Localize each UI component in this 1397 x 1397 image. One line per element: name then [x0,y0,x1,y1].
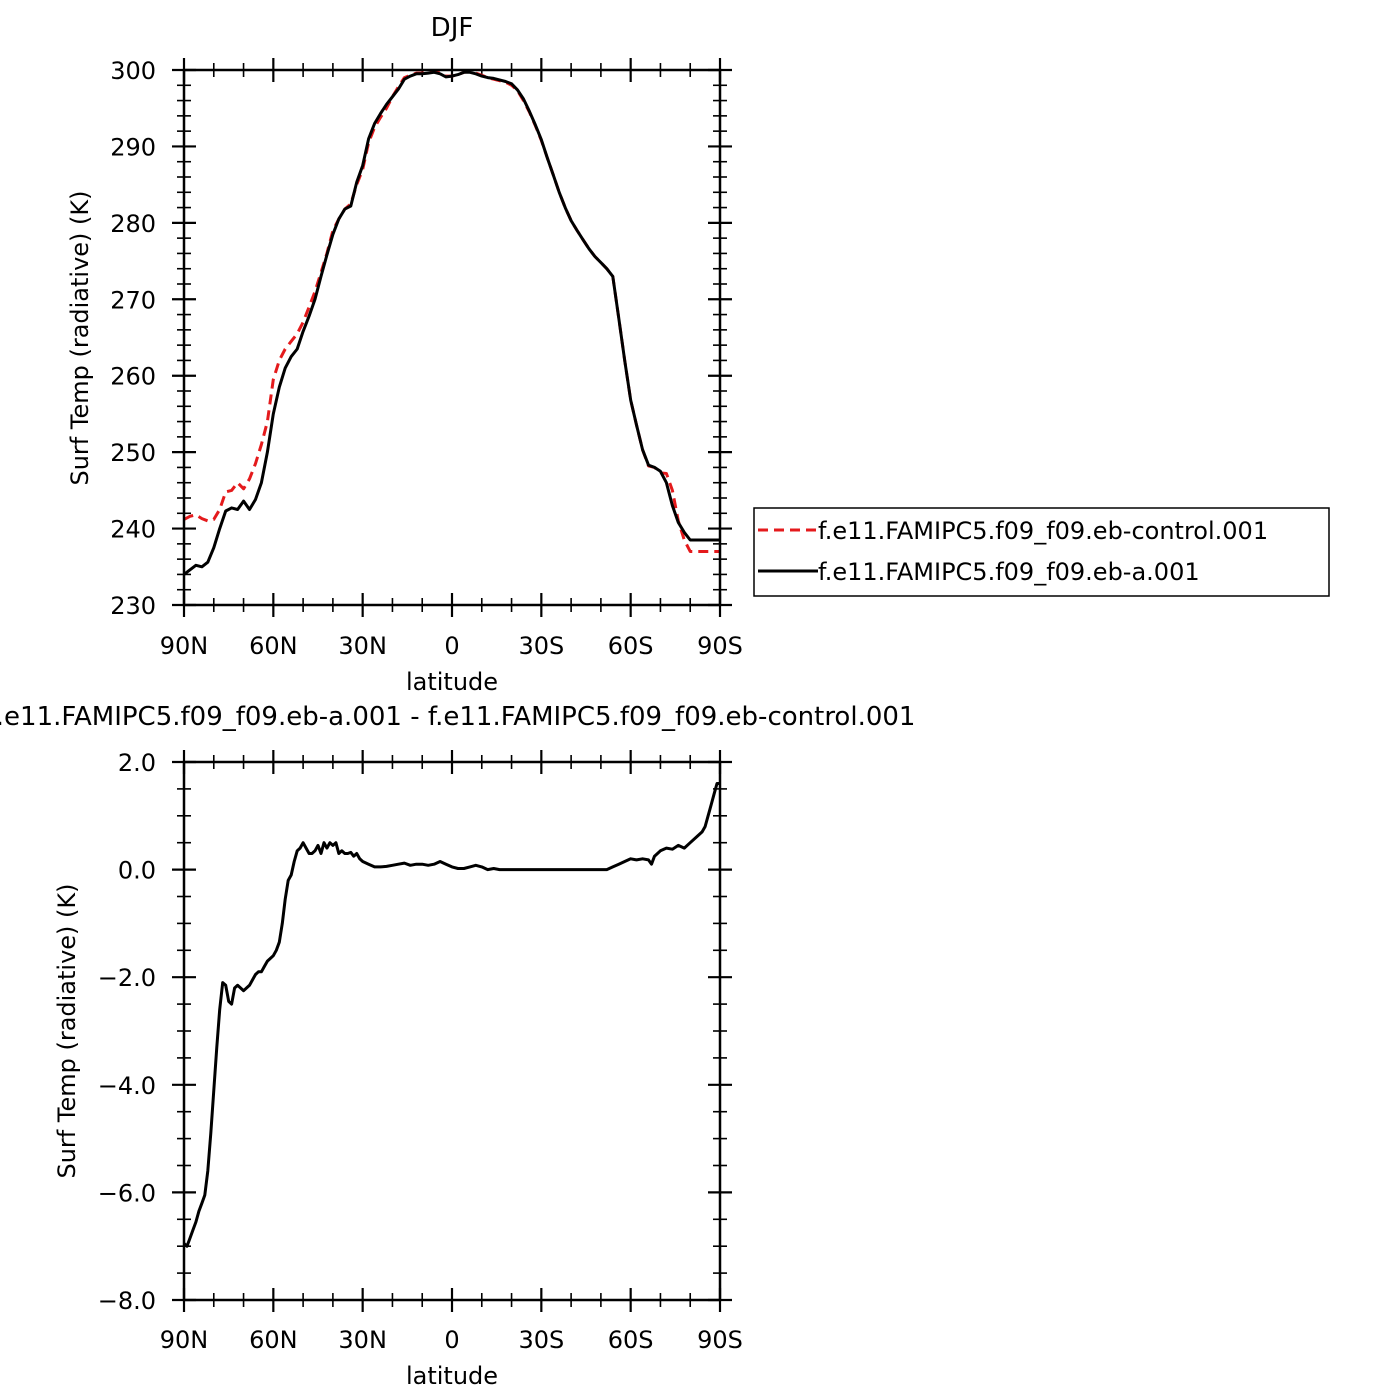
y-tick-label: 280 [110,210,156,238]
y-tick-label: 240 [110,516,156,544]
bottom-axis-ticks [172,750,732,1312]
legend-box [753,507,1330,597]
x-tick-label: 30S [518,1326,564,1354]
x-tick-label: 60S [608,1326,654,1354]
y-tick-label: 260 [110,363,156,391]
panel-bottom: f.e11.FAMIPC5.f09_f09.eb-a.001 - f.e11.F… [0,702,915,1390]
y-tick-label: 0.0 [118,857,156,885]
y-tick-label: −4.0 [98,1072,156,1100]
y-tick-label: −2.0 [98,964,156,992]
top-chart-title: DJF [431,13,474,43]
x-tick-label: 30N [338,632,387,660]
x-tick-label: 90S [697,632,743,660]
y-tick-label: 270 [110,286,156,314]
legend-label-control: f.e11.FAMIPC5.f09_f09.eb-control.001 [818,517,1268,545]
top-y-axis-label: Surf Temp (radiative) (K) [66,190,94,485]
x-tick-label: 90S [697,1326,743,1354]
y-tick-label: 2.0 [118,749,156,777]
x-tick-label: 0 [444,1326,459,1354]
bottom-plot-frame [182,760,722,1302]
panel-top: DJF Surf Temp (radiative) (K) latitude 2… [66,13,743,696]
x-tick-label: 0 [444,632,459,660]
top-tick-labels: 230 240 250 260 270 280 290 300 90N 60N 30N 0 30S 60S… [110,57,743,660]
series-line-1 [183,70,720,576]
y-tick-label: 250 [110,439,156,467]
x-tick-label: 60N [249,1326,298,1354]
y-tick-label: −8.0 [98,1287,156,1315]
x-tick-label: 30S [518,632,564,660]
top-plot-frame [182,68,722,607]
y-tick-label: 230 [110,592,156,620]
y-tick-label: 300 [110,57,156,85]
x-tick-label: 60N [249,632,298,660]
series-line-0 [182,782,720,1248]
top-axis-ticks [172,58,732,617]
legend: f.e11.FAMIPC5.f09_f09.eb-control.001 f.e… [753,507,1330,597]
bottom-tick-labels: −8.0 −6.0 −4.0 −2.0 0.0 2.0 90N 60N 30N 0 30S 60S 90… [98,749,743,1354]
x-tick-label: 60S [608,632,654,660]
series-line-0 [183,70,720,553]
bottom-y-axis-label: Surf Temp (radiative) (K) [53,883,81,1178]
x-tick-label: 90N [160,632,209,660]
bottom-x-axis-label: latitude [406,1362,498,1390]
x-tick-label: 30N [338,1326,387,1354]
top-x-axis-label: latitude [406,668,498,696]
x-tick-label: 90N [160,1326,209,1354]
bottom-series-lines [182,782,720,1248]
bottom-chart-title: f.e11.FAMIPC5.f09_f09.eb-a.001 - f.e11.F… [0,702,915,732]
y-tick-label: −6.0 [98,1179,156,1207]
legend-label-a: f.e11.FAMIPC5.f09_f09.eb-a.001 [818,558,1200,586]
top-series-lines [183,70,720,576]
y-tick-label: 290 [110,133,156,161]
